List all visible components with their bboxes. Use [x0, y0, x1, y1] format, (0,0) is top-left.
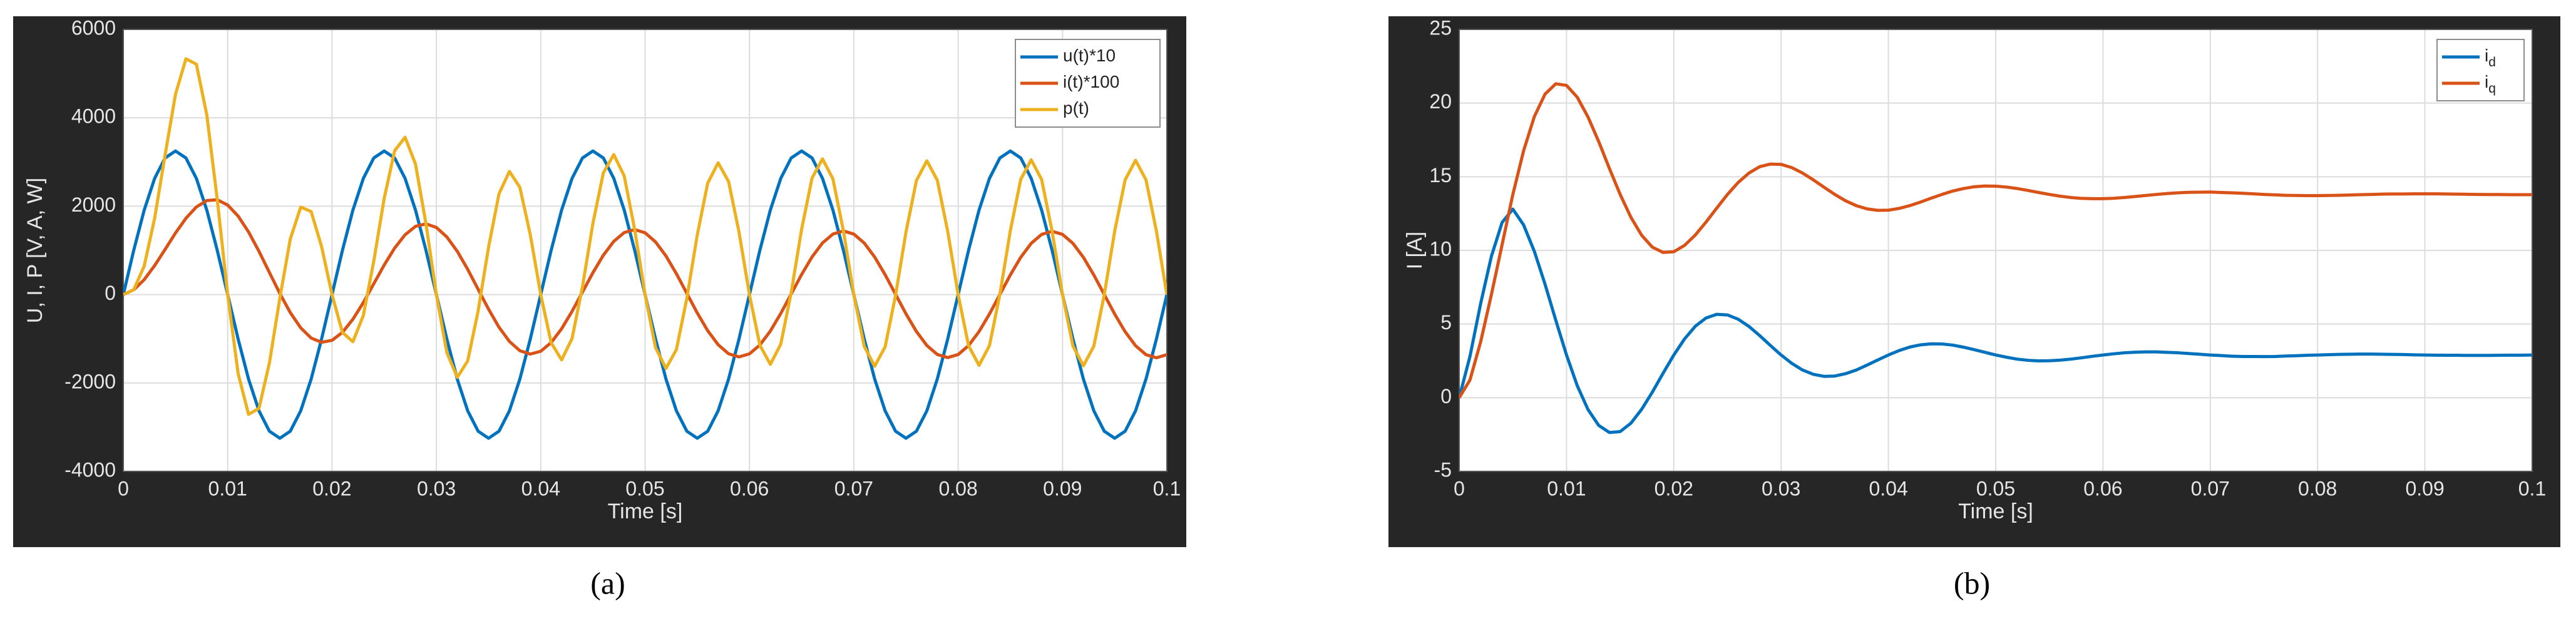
legend-name: i	[2485, 72, 2488, 91]
y-tick-label: -4000	[64, 458, 116, 481]
y-tick-label: 15	[1429, 164, 1452, 187]
y-tick-label: 0	[105, 282, 116, 304]
caption: (b)	[1954, 565, 1990, 600]
y-axis-label: U, I, P [V, A, W]	[23, 178, 47, 323]
legend-label: id	[2485, 46, 2496, 69]
x-axis-label: Time [s]	[1958, 500, 2033, 523]
series-line	[1459, 207, 2532, 434]
x-tick-label: 0	[118, 477, 129, 500]
y-tick-label: -2000	[64, 370, 116, 393]
x-tick-label: 0.03	[417, 477, 456, 500]
series-line	[1459, 82, 2532, 399]
x-tick-label: 0.06	[2083, 477, 2122, 500]
y-tick-label: 6000	[71, 16, 116, 39]
legend-subscript: d	[2488, 55, 2496, 69]
x-tick-label: 0.05	[625, 477, 664, 500]
series-line	[123, 198, 1167, 359]
x-tick-label: 0.1	[2518, 477, 2546, 500]
legend-label: i(t)*100	[1063, 72, 1119, 91]
x-tick-label: 0.09	[2405, 477, 2444, 500]
y-tick-label: 25	[1429, 16, 1452, 39]
y-tick-label: 4000	[71, 105, 116, 128]
x-tick-label: 0.09	[1043, 477, 1082, 500]
x-tick-label: 0.05	[1976, 477, 2015, 500]
y-tick-label: 5	[1440, 311, 1452, 334]
x-tick-label: 0.1	[1153, 477, 1181, 500]
x-axis-label: Time [s]	[608, 500, 683, 523]
x-tick-label: 0.04	[1869, 477, 1907, 500]
plot-border	[123, 29, 1167, 472]
legend-subscript: q	[2488, 81, 2496, 96]
y-tick-label: 0	[1440, 385, 1452, 408]
plot-border	[1459, 29, 2533, 472]
y-tick-label: 20	[1429, 90, 1452, 113]
x-tick-label: 0.06	[730, 477, 769, 500]
legend-label: p(t)	[1063, 98, 1089, 118]
x-tick-label: 0.08	[2298, 477, 2337, 500]
legend-name: p(t)	[1063, 98, 1089, 118]
legend-box	[2436, 39, 2525, 101]
y-tick-label: 10	[1429, 237, 1452, 260]
x-tick-label: 0.01	[1547, 477, 1586, 500]
series-line	[123, 57, 1167, 416]
x-tick-label: 0.07	[834, 477, 873, 500]
x-tick-label: 0.02	[312, 477, 351, 500]
y-axis-label: I [A]	[1403, 232, 1427, 269]
legend-label: iq	[2485, 72, 2496, 95]
x-tick-label: 0.08	[938, 477, 977, 500]
x-tick-label: 0.01	[208, 477, 247, 500]
legend-label: u(t)*10	[1063, 46, 1116, 65]
y-tick-label: 2000	[71, 193, 116, 216]
x-tick-label: 0.07	[2191, 477, 2230, 500]
caption: (a)	[590, 565, 625, 600]
legend-name: i(t)*100	[1063, 72, 1119, 91]
y-tick-label: -5	[1434, 458, 1452, 481]
legend-box	[1015, 39, 1161, 128]
x-tick-label: 0.04	[521, 477, 560, 500]
legend-name: i	[2485, 46, 2488, 65]
legend-name: u(t)*10	[1063, 46, 1116, 65]
x-tick-label: 0	[1454, 477, 1465, 500]
x-tick-label: 0.02	[1655, 477, 1693, 500]
x-tick-label: 0.03	[1762, 477, 1800, 500]
